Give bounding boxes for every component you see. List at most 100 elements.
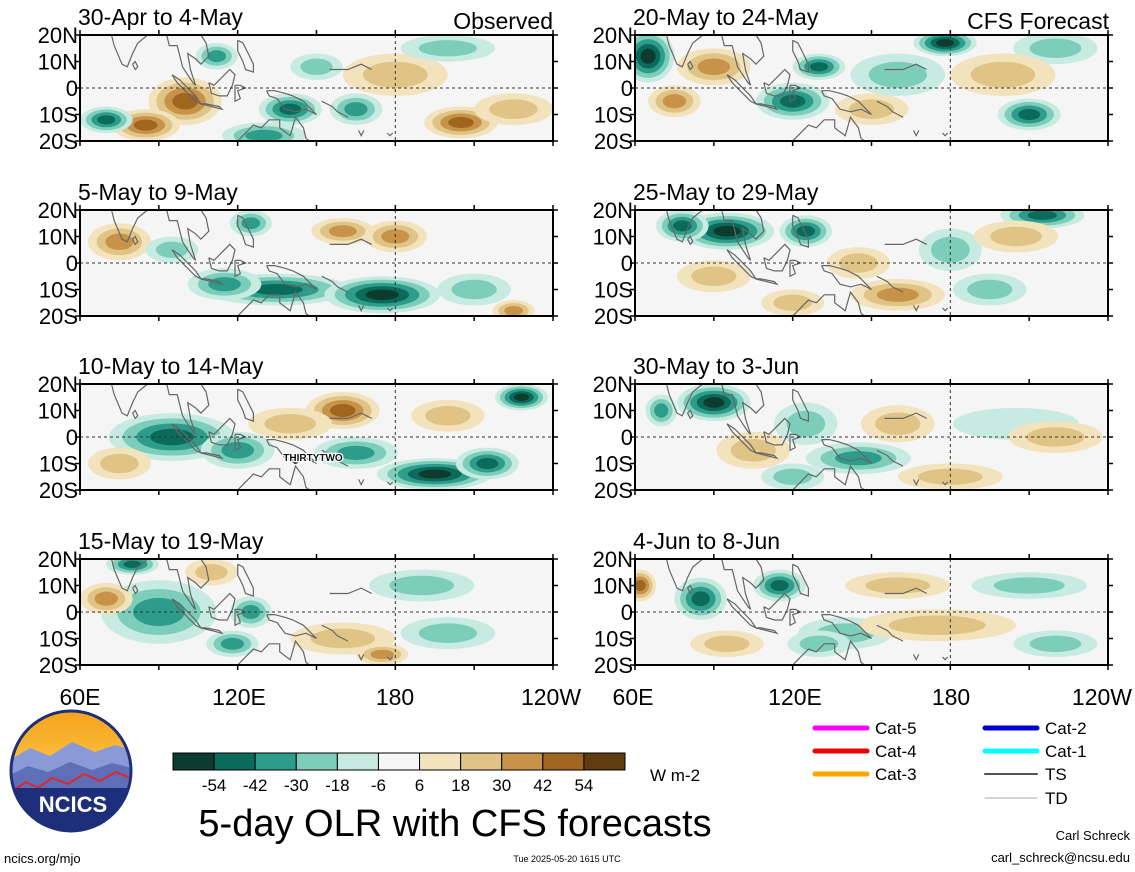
legend-label: Cat-1 xyxy=(1045,742,1087,761)
coastline xyxy=(755,452,779,460)
coastline xyxy=(165,559,210,610)
colorbar-tick-label: -42 xyxy=(243,776,268,795)
coastline xyxy=(329,412,372,419)
olr-anomaly-contour xyxy=(195,564,228,581)
coastline xyxy=(942,656,949,661)
coastlines xyxy=(110,384,394,490)
website-label: ncics.org/mjo xyxy=(4,851,81,866)
olr-anomaly-contour xyxy=(662,94,687,109)
coastline xyxy=(236,464,311,490)
coastline xyxy=(912,654,920,662)
y-tick-label: 0 xyxy=(621,425,633,450)
olr-anomaly-contour xyxy=(703,397,725,408)
olr-anomaly-contour xyxy=(888,615,986,636)
coastline xyxy=(821,439,872,465)
olr-anomaly-contour xyxy=(640,48,656,64)
olr-anomaly-contour xyxy=(123,560,142,568)
coastline xyxy=(763,417,791,446)
author-label: Carl Schreck xyxy=(1056,828,1131,843)
x-axis-labels: 60E 120E 180 120W 60E 120E 180 120W xyxy=(60,684,1133,710)
y-tick-label: 10N xyxy=(593,574,633,599)
colorbar-swatch xyxy=(213,752,256,771)
olr-anomaly-contour xyxy=(786,410,826,437)
olr-anomaly-contour xyxy=(329,404,356,417)
coastline xyxy=(266,265,317,291)
coastline xyxy=(942,481,949,486)
y-tick-label: 10S xyxy=(594,103,633,128)
coastline xyxy=(720,384,765,435)
coastline xyxy=(386,132,394,137)
y-tick-label: 10S xyxy=(39,278,78,303)
olr-anomaly-contour xyxy=(796,225,815,237)
coastline xyxy=(763,592,791,621)
coastline xyxy=(789,259,803,278)
olr-anomaly-contour xyxy=(251,283,303,296)
coastline xyxy=(234,608,248,627)
coastline xyxy=(165,35,210,86)
olr-anomaly-contour xyxy=(1027,210,1057,220)
olr-anomaly-contour xyxy=(848,99,895,119)
olr-anomaly-contour xyxy=(94,591,118,606)
colorbar-swatch xyxy=(542,752,585,771)
olr-anomaly-contour xyxy=(635,579,646,592)
olr-anomaly-contour xyxy=(865,577,931,594)
y-tick-label: 0 xyxy=(66,600,78,625)
coastline xyxy=(791,639,866,665)
olr-anomaly-contour xyxy=(513,393,529,402)
coastline xyxy=(266,90,317,116)
legend-label: Cat-4 xyxy=(875,742,917,761)
olr-anomaly-contour xyxy=(221,442,255,459)
y-tick-label: 20N xyxy=(38,198,78,223)
x-tick-label: 120E xyxy=(212,684,266,710)
olr-anomaly-contour xyxy=(799,635,839,652)
olr-anomaly-contour xyxy=(389,575,454,596)
olr-anomaly-contour xyxy=(990,226,1042,247)
olr-field xyxy=(87,384,548,490)
olr-anomaly-contour xyxy=(936,39,955,47)
coastline xyxy=(234,433,248,452)
coastline xyxy=(789,433,803,452)
y-tick-label: 10S xyxy=(39,627,78,652)
coastline xyxy=(165,384,210,435)
logo-text: NCICS xyxy=(39,792,107,817)
olr-anomaly-contour xyxy=(809,62,829,72)
units-label: W m-2 xyxy=(650,766,700,785)
colorbar-swatch xyxy=(295,752,338,771)
colorbar-tick-label: -54 xyxy=(202,776,227,795)
olr-anomaly-contour xyxy=(370,649,394,660)
coastline xyxy=(821,614,872,640)
olr-anomaly-contour xyxy=(704,635,750,652)
olr-anomaly-contour xyxy=(451,279,497,300)
coastline xyxy=(321,275,349,293)
olr-anomaly-contour xyxy=(697,58,731,76)
coastline xyxy=(208,243,236,272)
coastline xyxy=(942,307,949,312)
colorbar-tick-label: 30 xyxy=(492,776,511,795)
coastlines xyxy=(665,210,949,316)
olr-anomaly-contour xyxy=(876,287,919,302)
legend-label: Cat-3 xyxy=(875,765,917,784)
coastline xyxy=(912,130,920,138)
y-tick-label: 20S xyxy=(39,304,78,329)
coastline xyxy=(720,559,765,610)
coastline xyxy=(132,409,139,420)
olr-anomaly-contour xyxy=(337,445,375,460)
y-tick-label: 0 xyxy=(66,251,78,276)
ncics-logo: NCICS xyxy=(9,709,133,833)
y-tick-label: 20N xyxy=(38,547,78,572)
olr-anomaly-contour xyxy=(504,305,523,316)
y-tick-label: 10S xyxy=(594,452,633,477)
colorbar-swatch xyxy=(377,752,421,771)
colorbar-tick-label: 54 xyxy=(574,776,593,795)
coastline xyxy=(357,305,365,313)
coastline xyxy=(208,68,236,97)
olr-anomaly-contour xyxy=(220,637,245,650)
panel-title: 15-May to 19-May xyxy=(78,528,264,554)
timestamp: Tue 2025-05-20 1615 UTC xyxy=(513,854,621,864)
coastline xyxy=(329,63,372,71)
coastline xyxy=(720,35,765,86)
olr-anomaly-contour xyxy=(930,236,970,263)
